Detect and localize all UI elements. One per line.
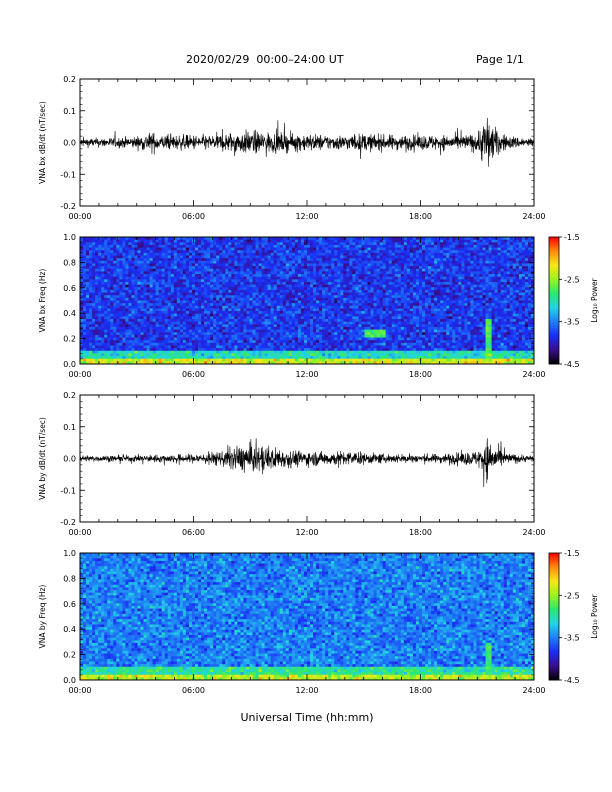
colorbar-tick-label: -3.5 <box>564 634 580 643</box>
y-tick-label: 0.2 <box>63 651 76 660</box>
axes: 00:00 06:00 12:00 18:00 24:00 1.0 0.8 0.6 0.4 0.2… <box>38 233 546 379</box>
x-tick-label: 06:00 <box>182 528 205 537</box>
waveform-line <box>79 438 535 488</box>
y-tick-label: 0.0 <box>63 455 76 464</box>
y-axis-label: VNA bx dB/dt (nT/sec) <box>38 101 47 184</box>
by-spectrogram-panel: -1.5 -2.5 -3.5 -4.5 Log₁₀ Power 00:00 06:00 12:… <box>38 549 599 695</box>
colorbar-label: Log₁₀ Power <box>590 277 599 322</box>
colorbar: -1.5 -2.5 -3.5 -4.5 Log₁₀ Power <box>548 233 599 369</box>
colorbar-frame <box>548 552 560 681</box>
y-axis-label: VNA by Freq (Hz) <box>38 585 47 649</box>
x-tick-label: 18:00 <box>409 370 432 379</box>
colorbar-tick-label: -4.5 <box>564 360 580 369</box>
y-tick-label: 0.2 <box>63 75 76 84</box>
y-axis-label: VNA bx Freq (Hz) <box>38 269 47 333</box>
colorbar-tick-label: -4.5 <box>564 676 580 685</box>
x-tick-label: 06:00 <box>182 370 205 379</box>
y-tick-label: 0.4 <box>63 309 76 318</box>
y-tick-label: -0.1 <box>60 170 76 179</box>
y-tick-label: 0.8 <box>63 574 76 583</box>
x-tick-label: 00:00 <box>68 212 91 221</box>
x-tick-label: 24:00 <box>522 686 545 695</box>
axes: 00:00 06:00 12:00 18:00 24:00 1.0 0.8 0.6 0.4 0.2… <box>38 549 546 695</box>
y-tick-label: 0.6 <box>63 284 76 293</box>
y-tick-label: 0.4 <box>63 625 76 634</box>
plot-frame <box>79 236 535 365</box>
x-tick-label: 00:00 <box>68 686 91 695</box>
y-tick-label: 0.6 <box>63 600 76 609</box>
page-number: Page 1/1 <box>476 53 524 66</box>
x-tick-label: 12:00 <box>295 686 318 695</box>
plot-frame <box>79 394 535 523</box>
bx-spectrogram-panel: -1.5 -2.5 -3.5 -4.5 Log₁₀ Power 00:00 06:00 12:… <box>38 233 599 379</box>
plot-frame <box>79 78 535 207</box>
colorbar: -1.5 -2.5 -3.5 -4.5 Log₁₀ Power <box>548 549 599 685</box>
x-axis-title: Universal Time (hh:mm) <box>240 711 374 724</box>
y-tick-label: 0.2 <box>63 335 76 344</box>
y-tick-label: 0.8 <box>63 258 76 267</box>
x-tick-label: 18:00 <box>409 686 432 695</box>
y-tick-label: 0.1 <box>63 423 76 432</box>
y-tick-label: 0.2 <box>63 391 76 400</box>
x-tick-label: 06:00 <box>182 212 205 221</box>
x-tick-label: 24:00 <box>522 370 545 379</box>
x-tick-label: 00:00 <box>68 370 91 379</box>
x-tick-label: 00:00 <box>68 528 91 537</box>
waveform-series <box>79 438 535 488</box>
waveform-series <box>79 117 535 167</box>
axes: 00:00 06:00 12:00 18:00 24:00 0.2 0.1 0.0 -0.1 -0… <box>38 75 546 221</box>
x-tick-label: 12:00 <box>295 370 318 379</box>
y-tick-label: 0.0 <box>63 360 76 369</box>
colorbar-frame <box>548 236 560 365</box>
x-tick-label: 12:00 <box>295 528 318 537</box>
colorbar-tick-label: -1.5 <box>564 233 580 242</box>
bx-waveform-panel: 00:00 06:00 12:00 18:00 24:00 0.2 0.1 0.0 -0.1 -0… <box>38 75 546 221</box>
axes: 00:00 06:00 12:00 18:00 24:00 0.2 0.1 0.0 -0.1 -0… <box>38 391 546 537</box>
y-tick-label: -0.2 <box>60 518 76 527</box>
spectrogram-cells <box>80 237 535 365</box>
x-tick-label: 18:00 <box>409 212 432 221</box>
y-tick-label: 0.1 <box>63 107 76 116</box>
y-tick-label: -0.2 <box>60 202 76 211</box>
waveform-line <box>79 117 535 167</box>
y-tick-label: 1.0 <box>63 549 76 558</box>
y-axis-label: VNA by dB/dt (nT/sec) <box>38 417 47 500</box>
y-tick-label: 0.0 <box>63 139 76 148</box>
y-tick-label: 1.0 <box>63 233 76 242</box>
colorbar-tick-label: -1.5 <box>564 549 580 558</box>
colorbar-label: Log₁₀ Power <box>590 593 599 638</box>
y-tick-label: 0.0 <box>63 676 76 685</box>
by-waveform-panel: 00:00 06:00 12:00 18:00 24:00 0.2 0.1 0.0 -0.1 -0… <box>38 391 546 537</box>
x-tick-label: 24:00 <box>522 212 545 221</box>
x-tick-label: 12:00 <box>295 212 318 221</box>
colorbar-tick-label: -2.5 <box>564 591 580 600</box>
x-tick-label: 06:00 <box>182 686 205 695</box>
x-tick-label: 18:00 <box>409 528 432 537</box>
page-title: 2020/02/29 00:00–24:00 UT <box>186 53 344 66</box>
x-tick-label: 24:00 <box>522 528 545 537</box>
y-tick-label: -0.1 <box>60 486 76 495</box>
colorbar-tick-label: -3.5 <box>564 318 580 327</box>
spectrogram-cells <box>80 553 535 681</box>
plot-frame <box>79 552 535 681</box>
colorbar-tick-label: -2.5 <box>564 275 580 284</box>
